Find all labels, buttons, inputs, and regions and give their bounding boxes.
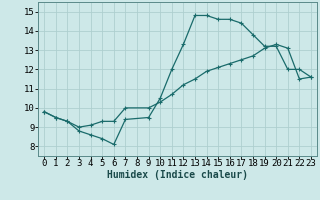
X-axis label: Humidex (Indice chaleur): Humidex (Indice chaleur)	[107, 170, 248, 180]
